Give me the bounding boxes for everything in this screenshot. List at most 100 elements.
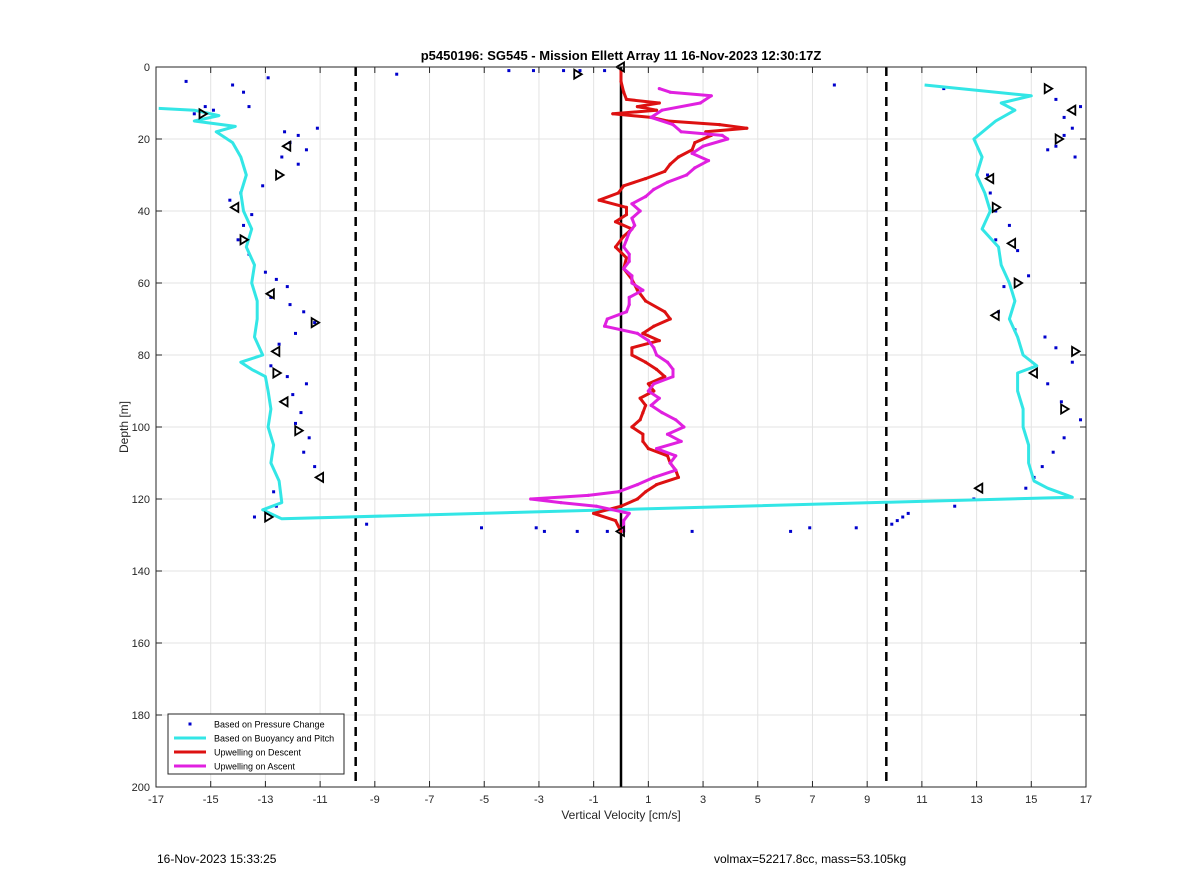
series-point [635, 483, 640, 487]
data-point [942, 87, 946, 91]
triangle-marker [275, 168, 286, 182]
y-tick-label: 40 [138, 206, 150, 218]
series-point [622, 90, 626, 94]
series-point [638, 209, 642, 213]
data-point [1054, 346, 1058, 350]
data-point [263, 270, 267, 274]
y-tick-label: 60 [138, 278, 150, 290]
series-point [660, 108, 664, 112]
series-point [624, 213, 629, 217]
series-point [720, 133, 724, 137]
series-point [622, 234, 626, 238]
y-axis: 0 20 40 60 80 100 120 140 160 180 200 [132, 62, 1086, 794]
triangle-marker [272, 366, 283, 380]
series-point [679, 130, 683, 134]
series-point [693, 166, 697, 170]
data-point [1046, 382, 1050, 386]
series-point [646, 389, 650, 393]
triangle-marker [1066, 104, 1077, 117]
footer-timestamp: 16-Nov-2023 15:33:25 [157, 852, 277, 866]
x-tick-label: -9 [370, 794, 380, 806]
triangle-marker [313, 471, 325, 484]
series-point [641, 432, 645, 436]
series-point [663, 310, 667, 314]
data-point [1027, 274, 1031, 278]
series-point [652, 324, 656, 328]
x-tick-label: 11 [916, 794, 927, 806]
series-point [693, 141, 697, 145]
data-point [1040, 465, 1044, 469]
triangle-marker [1027, 366, 1038, 380]
data-point [895, 519, 899, 523]
series-point [627, 511, 631, 515]
series-point [665, 180, 670, 184]
series-point [668, 162, 672, 166]
data-point [242, 90, 246, 94]
data-point [1079, 105, 1083, 109]
series-point [663, 375, 667, 379]
series-point [652, 389, 656, 393]
series-point [630, 216, 634, 220]
x-tick-label: 15 [1025, 794, 1037, 806]
triangle-marker [1013, 276, 1024, 290]
data-point [507, 69, 511, 73]
series-point [622, 245, 626, 249]
triangle-marker [1043, 82, 1054, 95]
data-point [1046, 148, 1050, 152]
series-point [635, 331, 640, 335]
series-point [624, 238, 629, 242]
x-axis: -17 -15 -13 -11 -9 -7 -5 -3 -1 1 3 5 7 9 11 13 15 17 [148, 67, 1092, 806]
triangle-markers [198, 60, 1082, 538]
triangle-marker [264, 510, 275, 524]
triangle-marker [573, 68, 584, 81]
data-point [562, 69, 566, 73]
series-point [698, 101, 702, 105]
data-point [531, 69, 535, 73]
y-tick-label: 180 [132, 710, 150, 722]
series-point [624, 310, 629, 314]
data-point [1062, 133, 1066, 137]
series-point [654, 353, 659, 357]
x-tick-label: -3 [534, 794, 544, 806]
series-point [586, 493, 590, 497]
data-point [1054, 144, 1058, 148]
series-point [622, 519, 626, 523]
data-point [906, 511, 910, 515]
x-tick-label: 3 [700, 794, 706, 806]
x-tick-label: -1 [589, 794, 599, 806]
series-point [654, 108, 659, 112]
series-point [654, 447, 659, 451]
y-tick-label: 160 [132, 638, 150, 650]
series-point [676, 475, 681, 479]
series-point [644, 360, 648, 364]
triangle-marker [239, 233, 250, 246]
data-point [266, 76, 270, 80]
data-point [304, 148, 308, 152]
series-point [682, 425, 686, 429]
chart-title: p5450196: SG545 - Mission Ellett Array 1… [421, 48, 822, 63]
triangle-marker [614, 525, 625, 538]
series-point [654, 367, 659, 371]
series-point [649, 115, 653, 119]
data-point [1070, 126, 1074, 130]
series-point [690, 151, 694, 155]
series-point [652, 475, 656, 479]
series-point [641, 331, 645, 335]
x-axis-label: Vertical Velocity [cm/s] [561, 808, 680, 822]
data-point [994, 238, 998, 242]
y-axis-label: Depth [m] [117, 401, 131, 453]
series-point [671, 367, 675, 371]
triangle-marker [1071, 345, 1082, 358]
data-point [203, 105, 207, 109]
series-point [657, 339, 661, 343]
data-point [272, 490, 276, 494]
triangle-marker [1054, 132, 1065, 146]
data-point [299, 411, 303, 415]
data-point [302, 310, 306, 314]
series-point [652, 382, 656, 386]
data-point [890, 522, 894, 526]
series-point [668, 461, 672, 465]
x-tick-label: -11 [313, 794, 328, 806]
legend-label: Upwelling on Ascent [214, 762, 296, 772]
series-point [644, 299, 648, 303]
